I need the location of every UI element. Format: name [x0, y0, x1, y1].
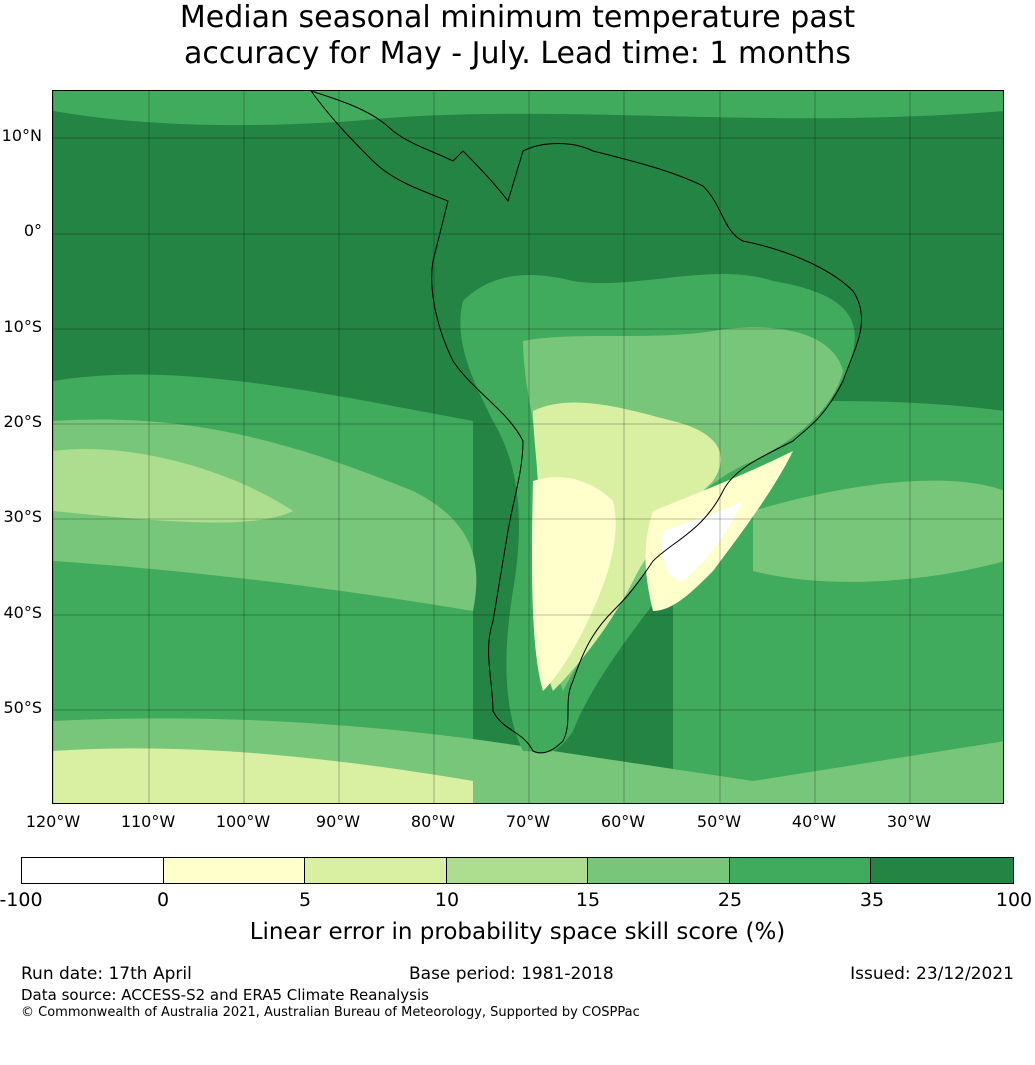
lon-label-90w: 90°W — [315, 812, 361, 831]
lon-label-80w: 80°W — [410, 812, 456, 831]
issued-date: Issued: 23/12/2021 — [850, 964, 1014, 984]
colorbar — [21, 857, 1014, 884]
colorbar-tick: 100 — [995, 889, 1033, 911]
colorbar-segment — [163, 858, 306, 883]
colorbar-tick: 35 — [859, 889, 885, 911]
copyright: © Commonwealth of Australia 2021, Austra… — [21, 1005, 640, 1020]
coastline — [310, 91, 862, 754]
map-title: Median seasonal minimum temperature past… — [0, 0, 1035, 72]
colorbar-tick: -100 — [0, 889, 43, 911]
graticule — [53, 91, 1003, 803]
lat-label-10s: 10°S — [3, 317, 42, 336]
lon-label-40w: 40°W — [791, 812, 837, 831]
lat-label-30s: 30°S — [3, 507, 42, 526]
colorbar-segment — [22, 858, 164, 883]
colorbar-segment — [871, 858, 1014, 883]
lon-label-60w: 60°W — [600, 812, 646, 831]
lat-label-20s: 20°S — [3, 412, 42, 431]
colorbar-tick: 25 — [717, 889, 743, 911]
lon-label-120w: 120°W — [25, 812, 81, 831]
lon-label-50w: 50°W — [696, 812, 742, 831]
no-skill-patch — [661, 501, 743, 581]
colorbar-segment — [305, 858, 448, 883]
colorbar-tick: 0 — [156, 889, 170, 911]
northern-band — [53, 91, 1003, 126]
colorbar-segment — [729, 858, 872, 883]
lon-label-30w: 30°W — [886, 812, 932, 831]
map-panel[interactable] — [52, 90, 1004, 804]
lat-label-10n: 10°N — [1, 126, 42, 145]
run-date: Run date: 17th April — [21, 964, 192, 984]
skill-score-map — [53, 91, 1003, 803]
colorbar-segment — [587, 858, 730, 883]
colorbar-tick: 10 — [434, 889, 460, 911]
lat-label-40s: 40°S — [3, 603, 42, 622]
lon-label-100w: 100°W — [215, 812, 271, 831]
colorbar-tick: 5 — [298, 889, 312, 911]
pacific-pale-band — [53, 449, 293, 523]
title-line-2: accuracy for May - July. Lead time: 1 mo… — [184, 36, 851, 71]
atlantic-light-band — [753, 480, 1003, 582]
colorbar-segment — [447, 858, 588, 883]
lon-label-110w: 110°W — [120, 812, 176, 831]
colorbar-label: Linear error in probability space skill … — [249, 919, 786, 945]
lat-label-50s: 50°S — [3, 698, 42, 717]
title-line-1: Median seasonal minimum temperature past — [179, 0, 856, 35]
southern-pale-band — [53, 748, 473, 803]
land-very-low-skill — [532, 477, 616, 691]
colorbar-tick: 15 — [575, 889, 601, 911]
data-source: Data source: ACCESS-S2 and ERA5 Climate … — [21, 986, 429, 1004]
base-period: Base period: 1981-2018 — [409, 964, 614, 984]
lon-label-70w: 70°W — [505, 812, 551, 831]
lat-label-0: 0° — [23, 221, 42, 240]
